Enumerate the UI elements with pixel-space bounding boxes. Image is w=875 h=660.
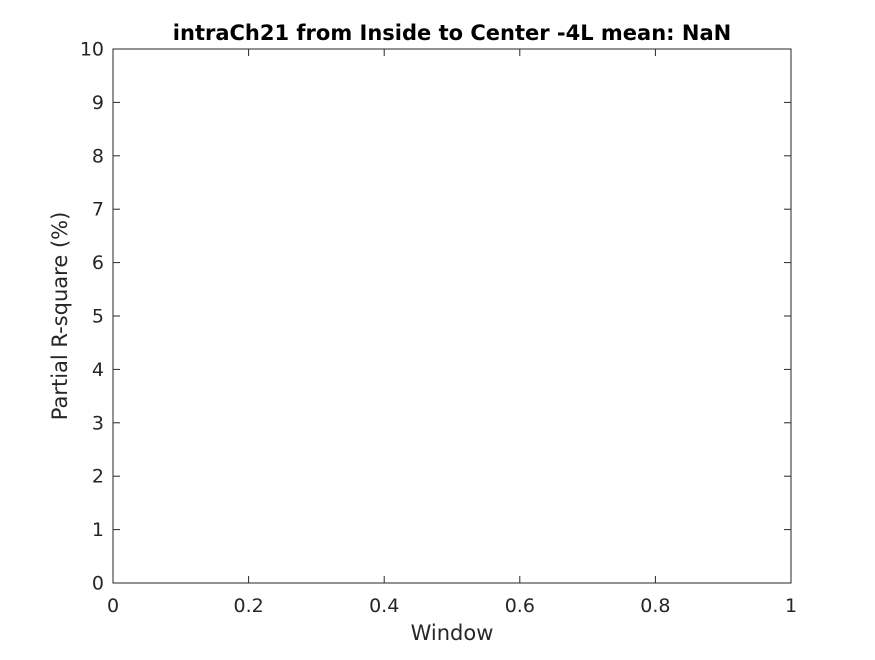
x-tick-label: 0.8 bbox=[640, 595, 670, 617]
y-tick-label: 5 bbox=[92, 306, 104, 328]
y-tick-label: 10 bbox=[80, 39, 104, 61]
y-tick-label: 7 bbox=[92, 199, 104, 221]
x-tick-label: 0 bbox=[107, 595, 119, 617]
y-tick-label: 3 bbox=[92, 412, 104, 434]
x-tick-label: 0.6 bbox=[505, 595, 535, 617]
y-tick-label: 6 bbox=[92, 252, 104, 274]
chart-title: intraCh21 from Inside to Center -4L mean… bbox=[173, 21, 731, 45]
x-axis-label: Window bbox=[411, 621, 494, 645]
axes-box bbox=[112, 48, 792, 584]
y-tick-label: 4 bbox=[92, 359, 104, 381]
y-tick-label: 8 bbox=[92, 145, 104, 167]
y-tick-label: 2 bbox=[92, 466, 104, 488]
x-tick-label: 0.2 bbox=[233, 595, 263, 617]
plot-area bbox=[113, 49, 791, 583]
y-tick-label: 1 bbox=[92, 519, 104, 541]
y-tick-label: 0 bbox=[92, 573, 104, 595]
x-tick-label: 0.4 bbox=[369, 595, 399, 617]
y-tick-label: 9 bbox=[92, 92, 104, 114]
y-axis-label: Partial R-square (%) bbox=[48, 212, 72, 421]
x-tick-label: 1 bbox=[785, 595, 797, 617]
